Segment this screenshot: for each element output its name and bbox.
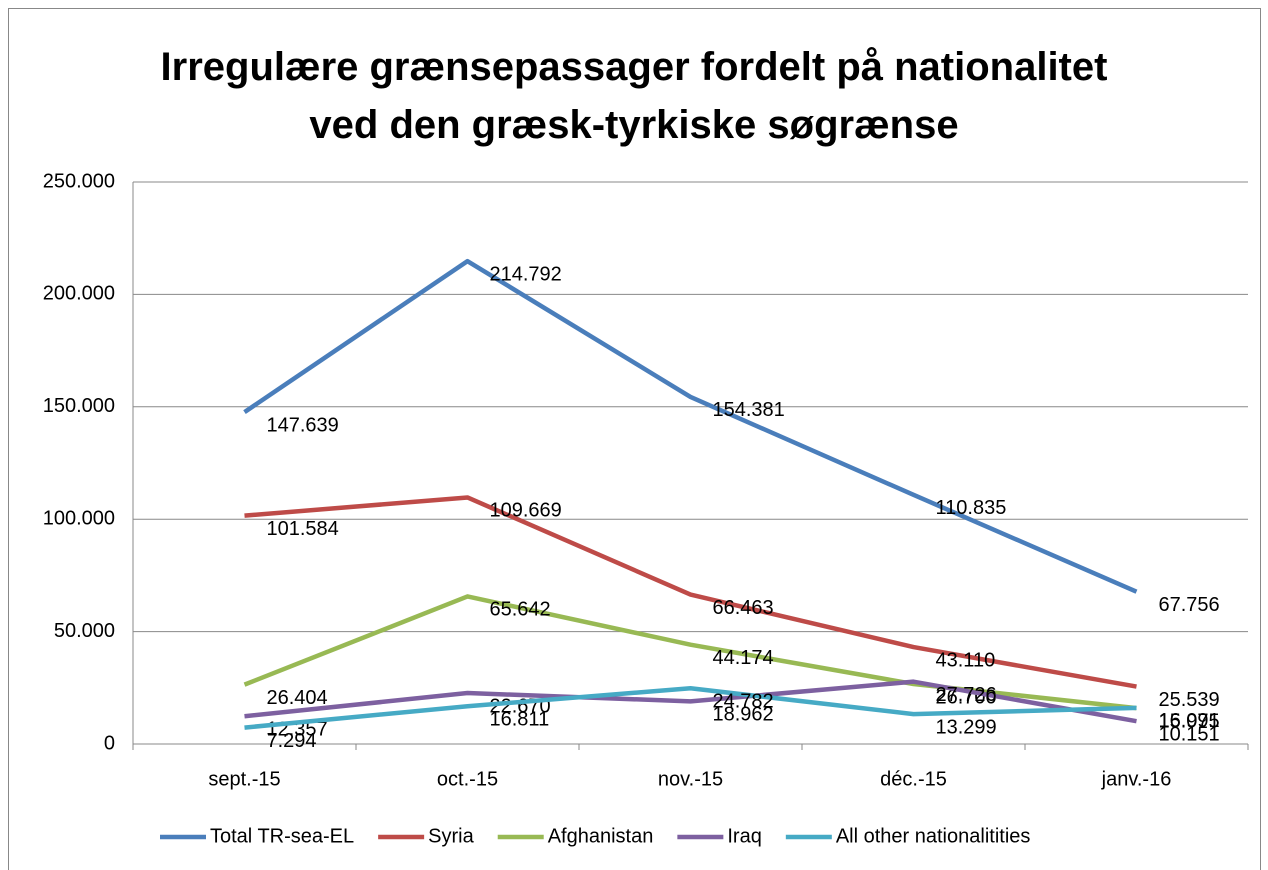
- data-label: 154.381: [713, 399, 785, 421]
- data-label: 147.639: [267, 414, 339, 436]
- data-label: 65.642: [490, 599, 551, 621]
- data-label: 109.669: [490, 500, 562, 522]
- x-tick-label: janv.-16: [1101, 768, 1172, 790]
- y-tick-label: 0: [104, 732, 115, 754]
- data-label: 66.463: [713, 597, 774, 619]
- data-label: 110.835: [936, 497, 1007, 519]
- x-tick-label: sept.-15: [208, 768, 280, 790]
- series-line: [244, 495, 1137, 689]
- data-label: 16.091: [1159, 710, 1220, 732]
- legend-label: Afghanistan: [548, 825, 654, 847]
- data-label: 26.404: [267, 687, 328, 709]
- series-line: [244, 686, 1137, 730]
- data-label: 27.726: [936, 684, 997, 706]
- x-tick-label: déc.-15: [880, 768, 947, 790]
- chart-border: [8, 8, 1261, 870]
- y-tick-label: 200.000: [43, 283, 115, 305]
- x-tick-label: nov.-15: [658, 768, 723, 790]
- legend-label: Syria: [428, 825, 474, 847]
- y-tick-label: 150.000: [43, 395, 115, 417]
- data-label: 7.294: [267, 730, 317, 752]
- data-label: 67.756: [1159, 594, 1220, 616]
- data-label: 13.299: [936, 716, 997, 738]
- legend-label: Total TR-sea-EL: [210, 825, 354, 847]
- data-label: 214.792: [490, 263, 562, 285]
- data-label: 16.811: [490, 708, 550, 730]
- data-label: 43.110: [936, 649, 996, 671]
- series-line: [243, 594, 1137, 711]
- legend-label: Iraq: [727, 825, 761, 847]
- data-label: 101.584: [267, 518, 339, 540]
- chart-title: Irregulære grænsepassager fordelt på nat…: [160, 45, 1108, 147]
- data-label: 10.151: [1159, 723, 1220, 745]
- data-label: 18.962: [713, 704, 774, 726]
- series-line: [243, 258, 1138, 594]
- y-tick-label: 100.000: [43, 507, 115, 529]
- series-line: [244, 679, 1137, 724]
- x-tick-label: oct.-15: [437, 768, 498, 790]
- data-label: 44.174: [713, 647, 774, 669]
- y-tick-label: 50.000: [54, 620, 115, 642]
- legend-label: All other nationalitities: [836, 825, 1031, 847]
- y-tick-label: 250.000: [43, 170, 115, 192]
- data-label: 24.782: [713, 691, 774, 713]
- data-label: 25.539: [1159, 689, 1220, 711]
- data-label: 15.975: [1159, 710, 1220, 732]
